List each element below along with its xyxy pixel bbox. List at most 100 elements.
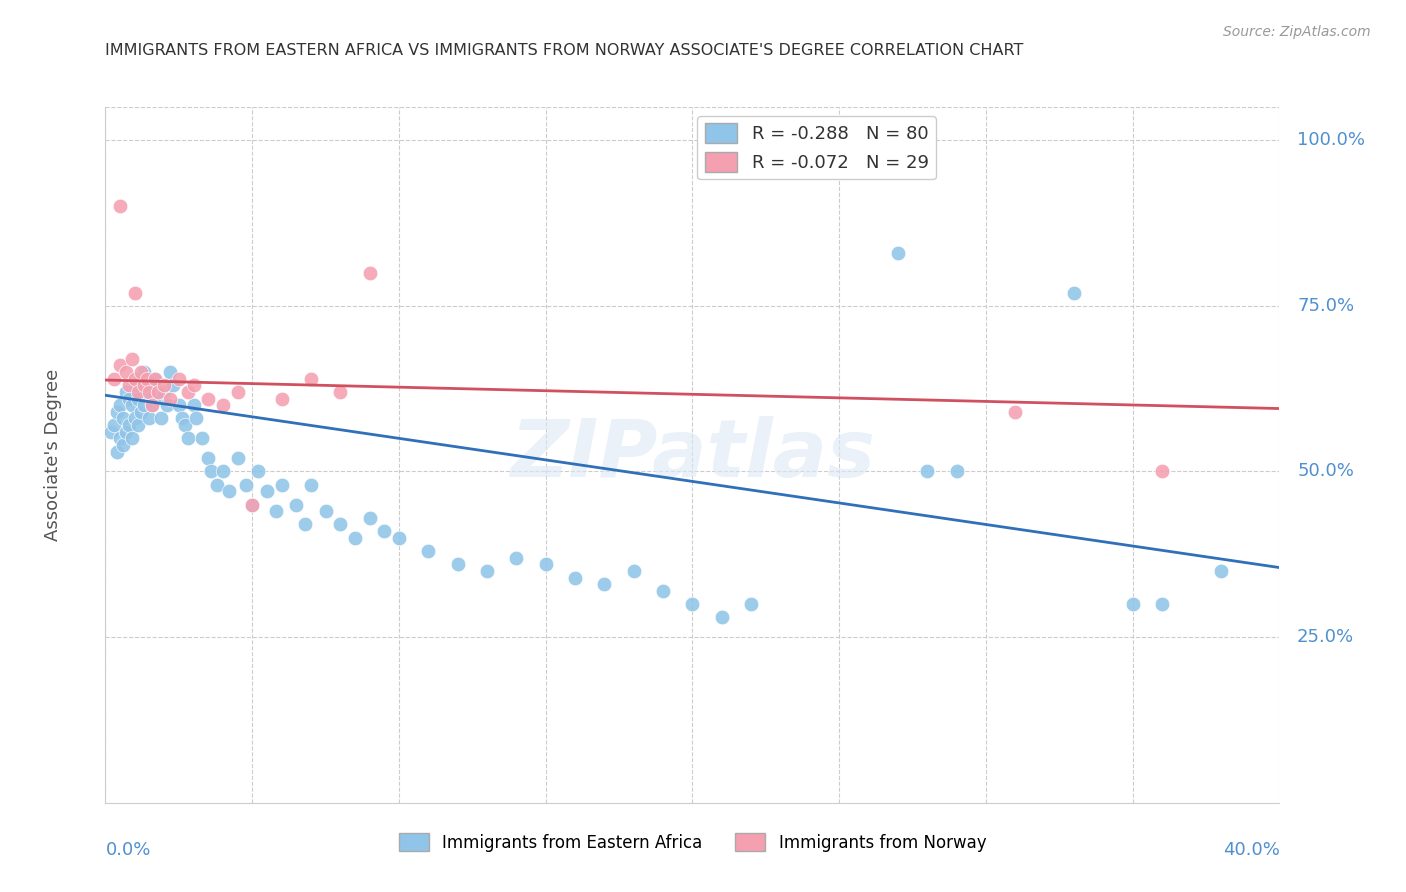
Point	[112, 438, 135, 452]
Point	[148, 384, 170, 399]
Point	[138, 411, 160, 425]
Point	[159, 365, 181, 379]
Point	[315, 504, 337, 518]
Point	[115, 365, 138, 379]
Point	[141, 398, 163, 412]
Text: ZIPatlas: ZIPatlas	[510, 416, 875, 494]
Point	[100, 425, 122, 439]
Point	[388, 531, 411, 545]
Point	[240, 498, 263, 512]
Point	[285, 498, 308, 512]
Point	[1122, 597, 1144, 611]
Point	[127, 384, 149, 399]
Point	[176, 431, 198, 445]
Point	[143, 372, 166, 386]
Point	[118, 418, 141, 433]
Point	[162, 378, 184, 392]
Point	[135, 384, 157, 399]
Text: Associate's Degree: Associate's Degree	[44, 368, 62, 541]
Point	[124, 411, 146, 425]
Point	[218, 484, 240, 499]
Text: 100.0%: 100.0%	[1298, 131, 1365, 149]
Point	[176, 384, 198, 399]
Point	[124, 285, 146, 300]
Point	[148, 392, 170, 406]
Point	[153, 378, 176, 392]
Point	[132, 378, 155, 392]
Point	[108, 431, 131, 445]
Point	[418, 544, 440, 558]
Text: IMMIGRANTS FROM EASTERN AFRICA VS IMMIGRANTS FROM NORWAY ASSOCIATE'S DEGREE CORR: IMMIGRANTS FROM EASTERN AFRICA VS IMMIGR…	[105, 43, 1024, 58]
Point	[593, 577, 616, 591]
Point	[359, 511, 381, 525]
Point	[127, 392, 149, 406]
Point	[103, 372, 125, 386]
Point	[127, 418, 149, 433]
Point	[534, 558, 557, 572]
Point	[135, 372, 157, 386]
Point	[132, 398, 155, 412]
Point	[105, 444, 128, 458]
Point	[143, 372, 166, 386]
Point	[682, 597, 704, 611]
Point	[108, 398, 131, 412]
Point	[112, 411, 135, 425]
Point	[1150, 465, 1173, 479]
Point	[141, 398, 163, 412]
Point	[211, 465, 233, 479]
Point	[505, 550, 527, 565]
Point	[299, 477, 322, 491]
Point	[129, 405, 152, 419]
Point	[167, 398, 190, 412]
Point	[197, 451, 219, 466]
Point	[183, 378, 205, 392]
Point	[329, 517, 352, 532]
Text: 25.0%: 25.0%	[1298, 628, 1354, 646]
Point	[740, 597, 762, 611]
Point	[108, 359, 131, 373]
Point	[115, 384, 138, 399]
Point	[1004, 405, 1026, 419]
Point	[564, 570, 586, 584]
Point	[124, 378, 146, 392]
Point	[945, 465, 967, 479]
Point	[183, 398, 205, 412]
Point	[173, 418, 195, 433]
Point	[115, 425, 138, 439]
Point	[132, 365, 155, 379]
Point	[294, 517, 316, 532]
Text: 50.0%: 50.0%	[1298, 462, 1354, 481]
Point	[343, 531, 366, 545]
Point	[118, 378, 141, 392]
Point	[150, 411, 173, 425]
Point	[186, 411, 208, 425]
Point	[475, 564, 498, 578]
Point	[446, 558, 468, 572]
Point	[299, 372, 322, 386]
Point	[211, 398, 233, 412]
Text: Source: ZipAtlas.com: Source: ZipAtlas.com	[1223, 25, 1371, 39]
Point	[124, 372, 146, 386]
Point	[129, 365, 152, 379]
Point	[121, 431, 143, 445]
Point	[373, 524, 395, 538]
Point	[159, 392, 181, 406]
Point	[121, 398, 143, 412]
Point	[235, 477, 257, 491]
Point	[121, 351, 143, 366]
Point	[652, 583, 675, 598]
Point	[240, 498, 263, 512]
Point	[129, 372, 152, 386]
Text: 75.0%: 75.0%	[1298, 297, 1354, 315]
Text: 40.0%: 40.0%	[1223, 841, 1279, 859]
Point	[205, 477, 228, 491]
Legend: Immigrants from Eastern Africa, Immigrants from Norway: Immigrants from Eastern Africa, Immigran…	[392, 827, 993, 858]
Point	[710, 610, 733, 624]
Point	[108, 199, 131, 213]
Point	[256, 484, 278, 499]
Point	[329, 384, 352, 399]
Point	[118, 392, 141, 406]
Point	[270, 392, 292, 406]
Point	[917, 465, 939, 479]
Point	[226, 451, 249, 466]
